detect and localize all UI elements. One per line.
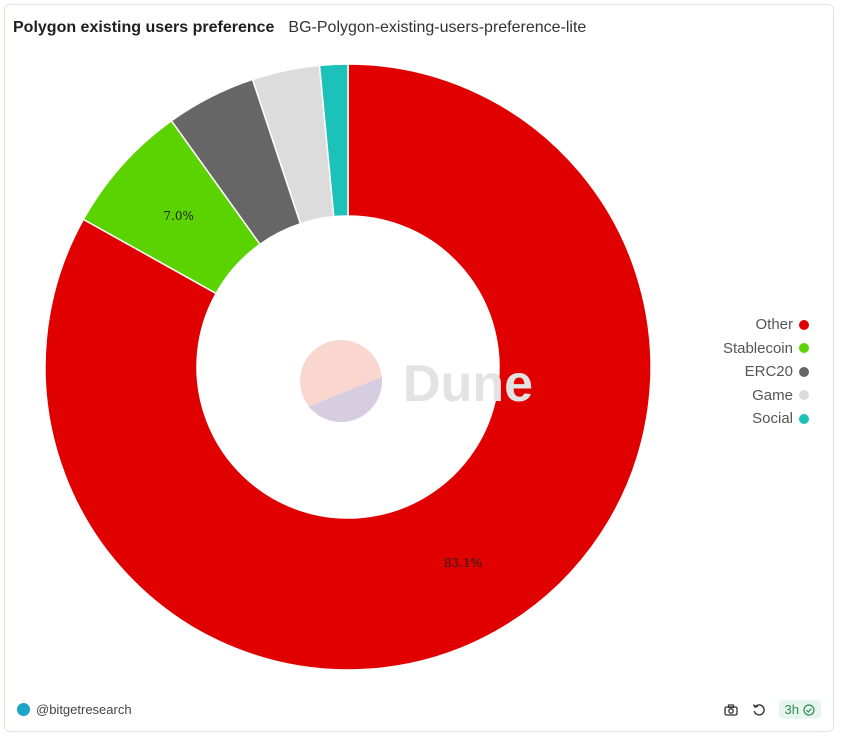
legend-swatch bbox=[799, 390, 809, 401]
legend-item-stablecoin[interactable]: Stablecoin bbox=[723, 337, 809, 361]
legend-swatch bbox=[799, 343, 809, 354]
refresh-icon[interactable] bbox=[751, 702, 767, 718]
legend-swatch bbox=[799, 413, 809, 424]
legend-item-social[interactable]: Social bbox=[752, 407, 809, 431]
legend-label: Game bbox=[752, 386, 793, 404]
watermark-text: Dune bbox=[403, 355, 533, 413]
slice-social[interactable] bbox=[318, 63, 349, 218]
slice-other[interactable] bbox=[44, 63, 652, 671]
refresh-age-badge[interactable]: 3h bbox=[778, 700, 821, 719]
legend-label: Stablecoin bbox=[722, 339, 793, 357]
author-attribution[interactable]: @bitgetresearch bbox=[17, 702, 132, 717]
legend-swatch bbox=[799, 366, 809, 377]
legend-item-erc20[interactable]: ERC20 bbox=[745, 360, 809, 384]
camera-icon[interactable] bbox=[723, 702, 739, 718]
chart-subtitle: BG-Polygon-existing-users-preference-lit… bbox=[288, 19, 587, 36]
legend-item-game[interactable]: Game bbox=[752, 384, 809, 408]
legend-label: Social bbox=[752, 410, 793, 428]
legend-swatch bbox=[799, 319, 809, 330]
chart-title: Polygon existing users preference bbox=[13, 19, 275, 36]
chart-legend: Other Stablecoin ERC20 Game Social bbox=[723, 313, 809, 431]
chart-panel: Polygon existing users preference BG-Pol… bbox=[4, 4, 834, 732]
chart-actions: 3h bbox=[723, 700, 821, 719]
donut-data-labels: 83.1% 7.0% bbox=[163, 209, 482, 570]
check-circle-icon bbox=[803, 703, 815, 716]
author-avatar bbox=[17, 703, 30, 716]
dune-watermark: Dune bbox=[300, 340, 533, 422]
data-label-other: 83.1% bbox=[444, 556, 482, 570]
legend-label: Other bbox=[755, 316, 793, 334]
author-handle: @bitgetresearch bbox=[36, 702, 132, 717]
legend-item-other[interactable]: Other bbox=[755, 313, 809, 337]
refresh-age-label: 3h bbox=[784, 702, 799, 717]
legend-label: ERC20 bbox=[744, 363, 793, 381]
donut-slices bbox=[44, 63, 652, 671]
chart-header: Polygon existing users preference BG-Pol… bbox=[13, 19, 586, 37]
donut-chart: Dune 83.1% 7.0% bbox=[44, 63, 652, 671]
data-label-stablecoin: 7.0% bbox=[163, 209, 194, 223]
watermark-logo-bottom bbox=[300, 377, 382, 422]
